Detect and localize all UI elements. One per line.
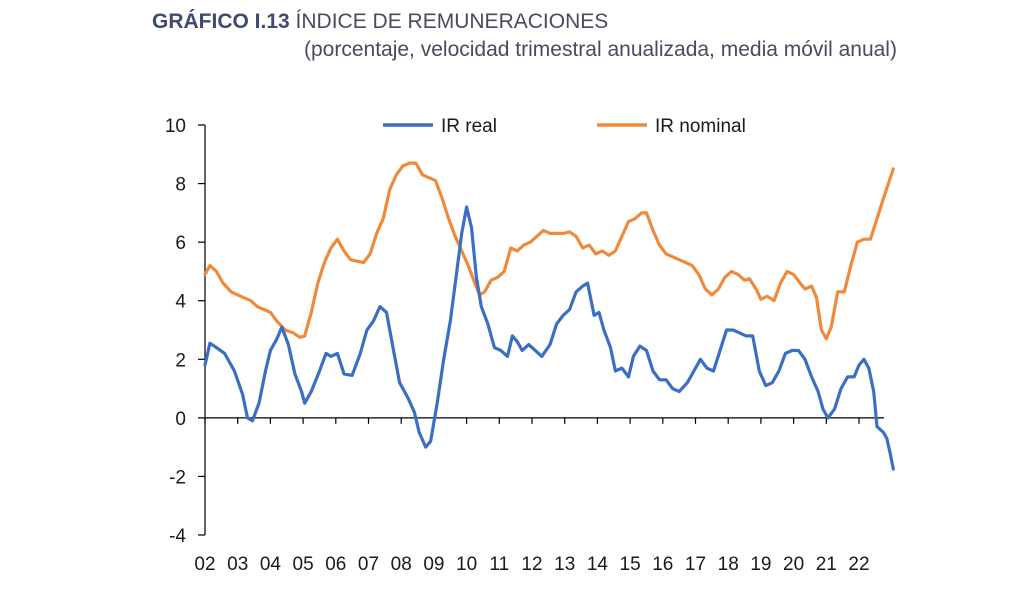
x-tick-label: 16 bbox=[652, 554, 673, 575]
legend-label-ir-real: IR real bbox=[441, 116, 497, 137]
x-tick-label: 08 bbox=[391, 554, 412, 575]
chart-title: GRÁFICO I.13 ÍNDICE DE REMUNERACIONES bbox=[152, 8, 897, 36]
x-tick-label: 20 bbox=[783, 554, 804, 575]
x-tick-label: 06 bbox=[325, 554, 346, 575]
chart-subtitle: (porcentaje, velocidad trimestral anuali… bbox=[304, 38, 897, 61]
y-tick-label: 8 bbox=[175, 175, 186, 196]
x-tick-label: 14 bbox=[587, 554, 609, 575]
x-tick-label: 02 bbox=[194, 554, 215, 575]
x-tick-label: 05 bbox=[293, 554, 314, 575]
x-tick-label: 13 bbox=[554, 554, 575, 575]
x-tick-label: 15 bbox=[620, 554, 641, 575]
chart-title-text: ÍNDICE DE REMUNERACIONES bbox=[295, 10, 609, 33]
x-tick-label: 09 bbox=[423, 554, 444, 575]
y-tick-label: -2 bbox=[169, 467, 186, 488]
x-tick-label: 19 bbox=[750, 554, 771, 575]
x-tick-label: 11 bbox=[489, 554, 509, 575]
y-tick-label: 4 bbox=[175, 292, 186, 313]
series-line-ir-real bbox=[203, 205, 895, 471]
y-tick-label: 6 bbox=[175, 233, 186, 254]
chart-number: GRÁFICO I.13 bbox=[152, 10, 290, 33]
y-tick-label: 0 bbox=[175, 409, 186, 430]
x-tick-label: 18 bbox=[718, 554, 739, 575]
chart-title-block: GRÁFICO I.13 ÍNDICE DE REMUNERACIONES (p… bbox=[152, 8, 897, 64]
x-tick-label: 17 bbox=[685, 554, 706, 575]
x-tick-label: 22 bbox=[848, 554, 869, 575]
y-tick-label: 10 bbox=[165, 116, 186, 137]
legend-label-ir-nominal: IR nominal bbox=[655, 116, 746, 137]
y-tick-label: -4 bbox=[169, 526, 186, 547]
x-tick-label: 12 bbox=[521, 554, 542, 575]
x-tick-label: 10 bbox=[456, 554, 477, 575]
x-tick-label: 04 bbox=[260, 554, 282, 575]
x-tick-label: 03 bbox=[227, 554, 248, 575]
y-tick-label: 2 bbox=[175, 350, 186, 371]
x-tick-label: 07 bbox=[358, 554, 379, 575]
x-tick-label: 21 bbox=[816, 554, 837, 575]
series-line-ir-nominal bbox=[203, 161, 895, 341]
